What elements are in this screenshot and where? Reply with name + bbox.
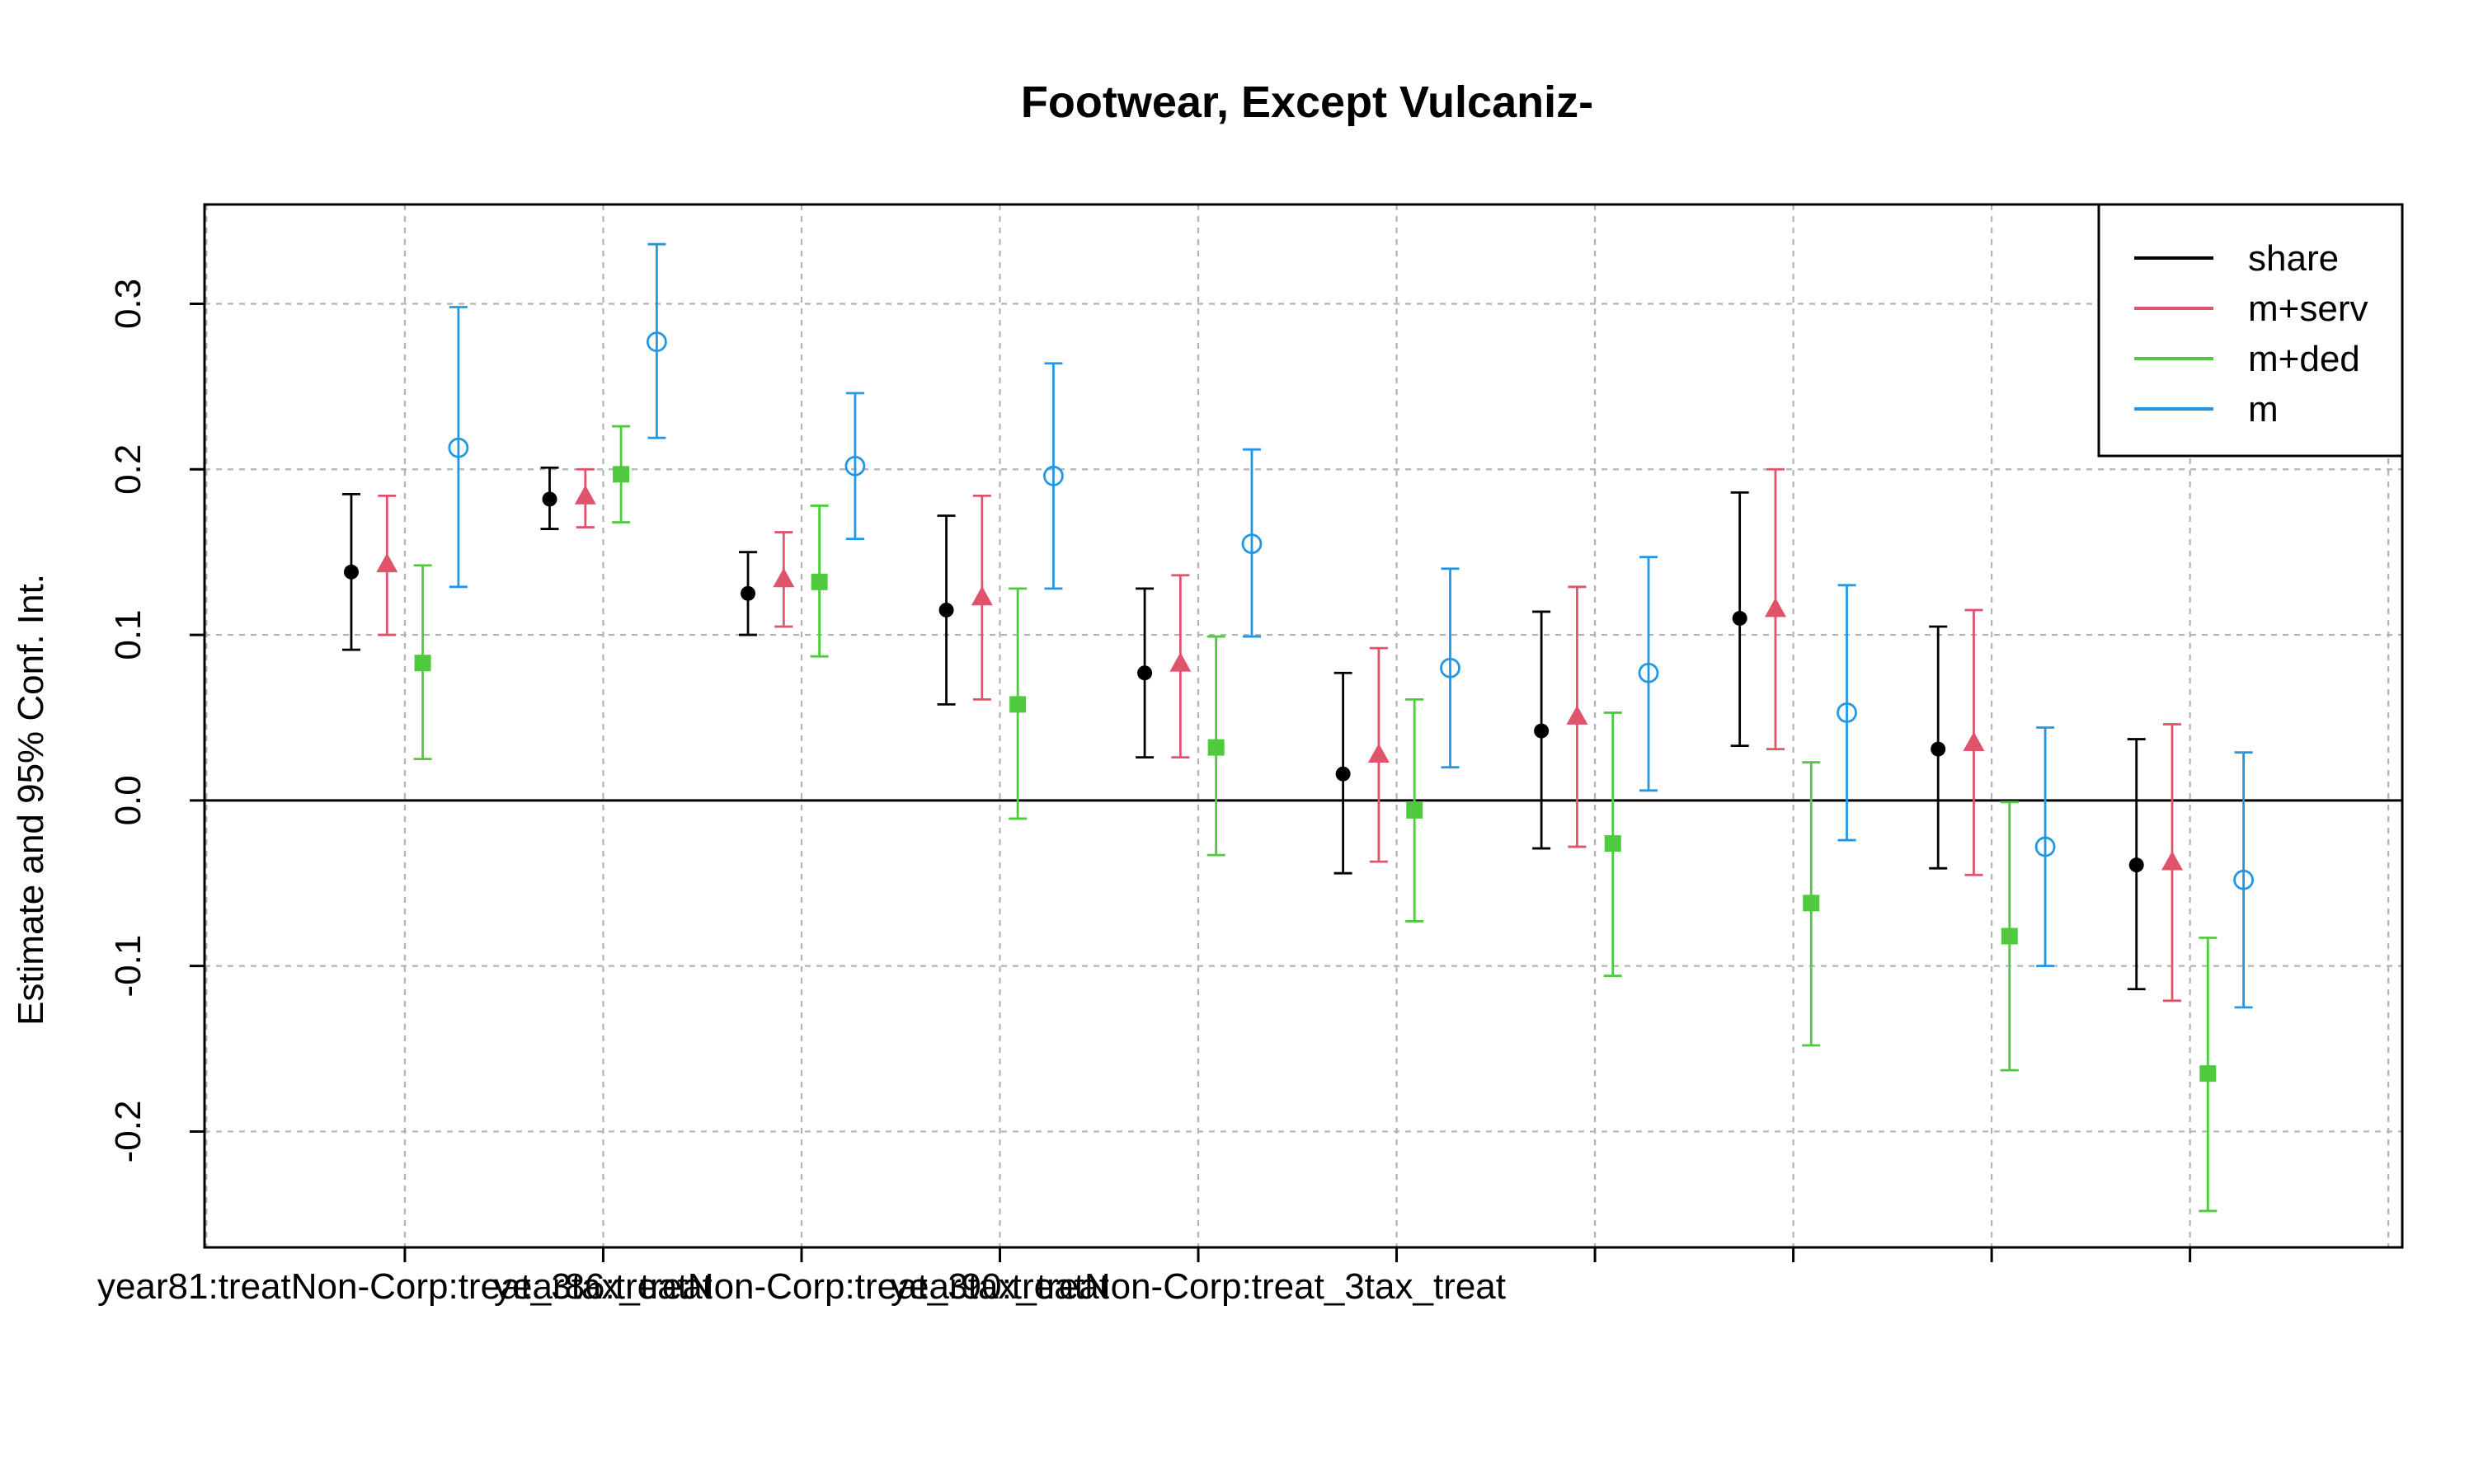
y-tick-label: -0.2 bbox=[108, 1101, 148, 1163]
estimate-point bbox=[448, 437, 469, 458]
y-tick-label: 0.2 bbox=[108, 444, 148, 495]
estimate-point bbox=[971, 585, 993, 606]
estimate-point bbox=[844, 455, 866, 477]
y-tick-label: -0.1 bbox=[108, 935, 148, 998]
legend-box bbox=[2097, 203, 2404, 458]
legend-label: m+serv bbox=[2248, 289, 2368, 329]
estimate-point bbox=[811, 573, 828, 590]
x-tick-label: year90:treatNon-Corp:treat_3tax_treat bbox=[891, 1266, 1506, 1307]
estimate-point bbox=[1803, 895, 1820, 912]
estimate-point bbox=[1534, 723, 1550, 739]
y-axis-label: Estimate and 95% Conf. Int. bbox=[11, 574, 51, 1026]
estimate-point bbox=[376, 552, 398, 573]
estimate-point bbox=[773, 567, 795, 588]
y-tick-label: 0.3 bbox=[108, 279, 148, 329]
estimate-point bbox=[646, 331, 667, 353]
series-m-serv bbox=[376, 467, 2183, 1003]
estimate-point bbox=[2001, 928, 2018, 945]
plot-frame bbox=[203, 203, 2404, 1249]
y-tick-label: 0.0 bbox=[108, 775, 148, 825]
estimate-point bbox=[741, 585, 756, 601]
x-tick-label: year81:treatNon-Corp:treat_3tax_treat bbox=[97, 1266, 713, 1307]
series-m bbox=[448, 242, 2254, 1009]
estimate-point bbox=[1241, 533, 1263, 555]
data-layer bbox=[341, 242, 2254, 1213]
estimate-point bbox=[1335, 766, 1351, 782]
estimate-point bbox=[2128, 857, 2144, 873]
estimate-point bbox=[542, 491, 557, 507]
estimate-point bbox=[1566, 705, 1588, 725]
estimate-point bbox=[2233, 869, 2254, 890]
estimate-point bbox=[343, 564, 359, 580]
series-share bbox=[341, 466, 2146, 991]
estimate-point bbox=[613, 466, 630, 483]
axes: -0.2 -0.1 0.0 0.1 0.2 0.3 year81:treatNon-Corp… bbox=[97, 203, 2404, 1307]
estimate-point bbox=[2199, 1065, 2217, 1082]
estimate-point bbox=[1764, 597, 1786, 618]
y-tick-label: 0.1 bbox=[108, 609, 148, 660]
estimate-point bbox=[1207, 739, 1225, 756]
legend-label: share bbox=[2248, 238, 2339, 279]
estimate-point bbox=[1931, 741, 1946, 757]
estimate-point bbox=[1009, 696, 1027, 713]
estimate-point bbox=[1406, 801, 1423, 819]
estimate-point bbox=[938, 602, 954, 618]
estimate-point bbox=[2034, 836, 2056, 857]
estimate-point bbox=[1137, 665, 1153, 681]
legend: share m+serv m+ded m bbox=[2097, 203, 2404, 458]
estimate-point bbox=[1367, 743, 1390, 763]
estimate-point bbox=[1963, 731, 1985, 751]
estimate-point bbox=[1169, 652, 1192, 672]
legend-label: m bbox=[2248, 389, 2279, 430]
estimate-point bbox=[1638, 662, 1659, 683]
estimate-point bbox=[574, 485, 596, 505]
x-tick-label: year86:treatNon-Corp:treat_3tax_treat bbox=[494, 1266, 1109, 1307]
grid bbox=[205, 204, 2402, 1247]
estimate-point bbox=[1837, 702, 1857, 723]
estimate-point bbox=[2161, 851, 2183, 871]
estimate-point bbox=[1043, 465, 1064, 486]
legend-label: m+ded bbox=[2248, 339, 2360, 379]
estimate-point bbox=[1732, 610, 1747, 626]
chart-title: Footwear, Except Vulcaniz- bbox=[1021, 77, 1593, 127]
estimate-point bbox=[1440, 657, 1460, 679]
series-m-ded bbox=[413, 425, 2218, 1213]
estimate-point bbox=[1604, 835, 1621, 852]
estimate-point bbox=[414, 655, 431, 672]
